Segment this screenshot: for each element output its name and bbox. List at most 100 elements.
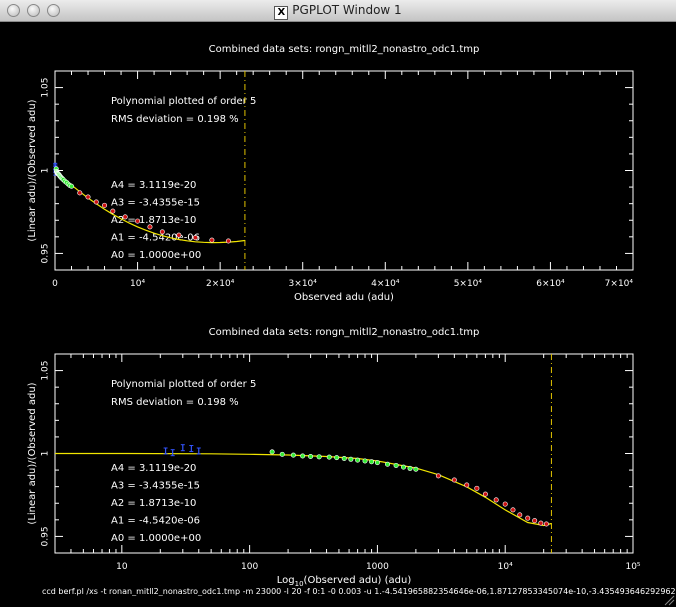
chart2-point-red [510, 507, 516, 513]
chart1-ytick-label: 0.95 [41, 243, 51, 263]
chart2-point-red [464, 482, 470, 488]
command-line-text: ccd berf.pl /xs -t ronan_mitll2_nonastro… [42, 587, 676, 596]
chart1-xtick-label: 10⁴ [130, 279, 145, 289]
zoom-button[interactable] [47, 4, 60, 17]
chart2-coeff-a0: A0 = 1.0000e+00 [111, 533, 201, 544]
chart1-xtick-label: 0 [52, 279, 58, 289]
chart2-point-green [300, 453, 306, 459]
chart2-point-green [341, 455, 347, 461]
chart2-coeff-a2: A2 = 1.8713e-10 [111, 498, 196, 509]
chart2-point-blue [180, 444, 185, 452]
chart2-point-red [474, 485, 480, 491]
minimize-button[interactable] [27, 4, 40, 17]
chart1-rms-deviation: RMS deviation = 0.198 % [111, 114, 239, 125]
window-title: X PGPLOT Window 1 [0, 3, 676, 20]
chart2-point-green [362, 458, 368, 464]
chart1-point-red [110, 208, 116, 214]
chart2-poly-order: Polynomial plotted of order 5 [111, 379, 256, 390]
chart2-rms-deviation: RMS deviation = 0.198 % [111, 397, 239, 408]
chart1-point-red [176, 232, 182, 238]
chart2-point-red [517, 512, 523, 518]
chart2-point-green [348, 456, 354, 462]
chart1-point-red [122, 214, 128, 220]
chart2-point-red [525, 515, 531, 521]
chart2-point-green [316, 454, 322, 460]
chart1-xtick-label: 4×10⁴ [371, 279, 400, 289]
chart1-xtick-label: 7×10⁴ [605, 279, 634, 289]
chart2-point-red [538, 520, 544, 526]
chart1-title: Combined data sets: rongn_mitll2_nonastr… [209, 44, 480, 55]
chart2-point-green [400, 464, 406, 470]
x11-icon: X [274, 6, 289, 20]
chart2-coeff-a1: A1 = -4.5420e-06 [111, 516, 200, 527]
chart1-ytick-label: 1 [41, 168, 51, 174]
chart1-coeff-a2: A2 = 1.8713e-10 [111, 215, 196, 226]
chart2-point-green [279, 451, 285, 457]
chart1-ytick-label: 1.05 [41, 78, 51, 98]
chart2-point-green [308, 453, 314, 459]
chart2-point-red [482, 491, 488, 497]
chart2-xtick-label: 10 [116, 562, 128, 572]
chart2-xlabel-suffix: (Observed adu) (adu) [304, 575, 412, 586]
chart1-xtick-label: 2×10⁴ [206, 279, 235, 289]
chart1-point-red [102, 202, 108, 208]
chart1-xtick-label: 5×10⁴ [454, 279, 483, 289]
chart1-point-red [192, 235, 198, 241]
chart2-point-green [374, 460, 380, 466]
chart2-xlabel-prefix: Log [277, 575, 295, 586]
chart2-point-blue [170, 449, 175, 457]
chart2-point-blue [163, 447, 168, 455]
window-title-text: PGPLOT Window 1 [292, 3, 402, 17]
plots-svg: Combined data sets: rongn_mitll2_nonastr… [27, 44, 641, 588]
chart2-title: Combined data sets: rongn_mitll2_nonastr… [209, 327, 480, 338]
pgplot-canvas: Combined data sets: rongn_mitll2_nonastr… [0, 22, 676, 607]
chart2-point-green [290, 452, 296, 458]
chart2-point-green [369, 459, 375, 465]
chart1-point-red [225, 238, 231, 244]
chart2-point-green [407, 465, 413, 471]
chart2-point-red [451, 477, 457, 483]
chart2-point-green [355, 457, 361, 463]
chart1-point-green [69, 183, 75, 189]
chart1-point-red [85, 194, 91, 200]
chart2-point-green [413, 466, 419, 472]
chart1-coeff-a3: A3 = -3.4355e-15 [111, 198, 200, 209]
chart1-coeff-a4: A4 = 3.1119e-20 [111, 180, 196, 191]
chart2-point-green [326, 454, 332, 460]
chart1-point-red [209, 237, 215, 243]
chart2-xlabel: Log10(Observed adu) (adu) [277, 575, 412, 588]
chart2-point-red [493, 497, 499, 503]
chart2-point-green [393, 462, 399, 468]
resize-grip-icon[interactable] [663, 594, 675, 606]
chart2-ytick-label: 1 [41, 451, 51, 457]
chart2-point-blue [189, 445, 194, 453]
chart2-point-green [385, 461, 391, 467]
chart1-coeff-a0: A0 = 1.0000e+00 [111, 250, 201, 261]
chart2-point-red [532, 518, 538, 524]
chart1-poly-order: Polynomial plotted of order 5 [111, 96, 256, 107]
chart1-ylabel: (Linear adu)/(Observed adu) [27, 99, 38, 241]
chart1-point-red [135, 218, 141, 224]
chart1-point-red [147, 224, 153, 230]
chart2-point-red [502, 501, 508, 507]
chart2-xlabel-sub: 10 [295, 580, 304, 588]
chart2-xtick-label: 10⁴ [498, 562, 513, 572]
chart1-xtick-label: 6×10⁴ [536, 279, 565, 289]
chart1-point-red [159, 229, 165, 235]
close-button[interactable] [7, 4, 20, 17]
chart2-point-blue [196, 447, 201, 455]
chart2-coeff-a4: A4 = 3.1119e-20 [111, 463, 196, 474]
chart2-point-red [543, 521, 549, 527]
chart1-point-red [93, 199, 99, 205]
chart2-ylabel: (Linear adu)/(Observed adu) [27, 382, 38, 524]
chart2-ytick-label: 1.05 [41, 361, 51, 381]
chart1-coeff-a1: A1 = -4.5420e-06 [111, 233, 200, 244]
chart2-xtick-label: 10⁵ [625, 562, 640, 572]
chart1-xtick-label: 3×10⁴ [289, 279, 318, 289]
chart2-xtick-label: 100 [241, 562, 258, 572]
chart2-point-green [334, 455, 340, 461]
chart1-point-red [77, 190, 83, 196]
chart2-coeff-a3: A3 = -3.4355e-15 [111, 481, 200, 492]
chart2-ytick-label: 0.95 [41, 526, 51, 546]
window-titlebar[interactable]: X PGPLOT Window 1 [0, 0, 676, 22]
